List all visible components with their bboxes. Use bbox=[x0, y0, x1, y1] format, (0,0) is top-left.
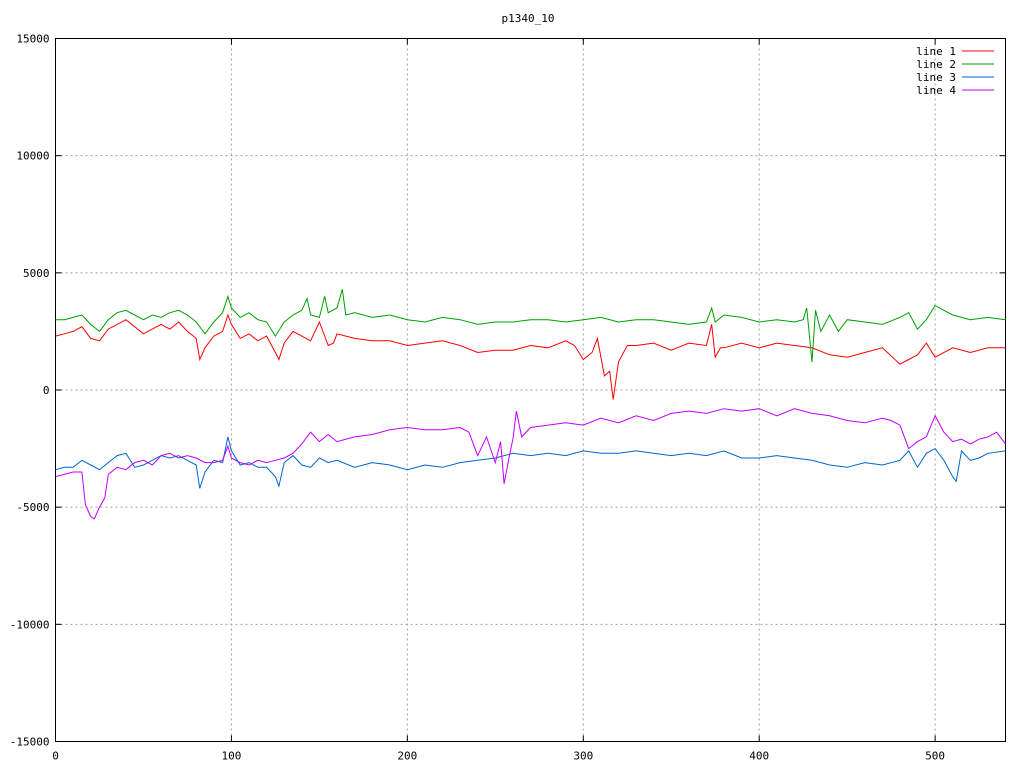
series-line-4 bbox=[55, 408, 1006, 520]
y-tick-label: 5000 bbox=[23, 267, 50, 280]
x-tick-label: 0 bbox=[52, 750, 59, 763]
series-line-3 bbox=[55, 436, 1006, 489]
legend-label-4: line 4 bbox=[916, 84, 956, 97]
series-line-1 bbox=[55, 313, 1006, 400]
x-tick-label: 500 bbox=[925, 750, 945, 763]
x-tick-label: 400 bbox=[749, 750, 769, 763]
plot-frame bbox=[55, 38, 1006, 742]
legend-label-2: line 2 bbox=[916, 58, 956, 71]
x-tick-label: 100 bbox=[221, 750, 241, 763]
x-tick-label: 200 bbox=[397, 750, 417, 763]
legend-label-3: line 3 bbox=[916, 71, 956, 84]
y-tick-label: -5000 bbox=[16, 501, 49, 514]
axes-ticks: 0 100 200 300 400 500 -15000 -10000 -5000 0 5000 10… bbox=[10, 33, 1006, 763]
y-tick-label: 0 bbox=[43, 384, 50, 397]
y-tick-label: -10000 bbox=[10, 618, 50, 631]
series-lines bbox=[55, 289, 1006, 520]
y-tick-label: 10000 bbox=[16, 150, 49, 163]
y-tick-label: -15000 bbox=[10, 736, 50, 749]
chart-title: p1340_10 bbox=[502, 12, 555, 25]
y-tick-label: 15000 bbox=[16, 33, 49, 46]
series-line-2 bbox=[55, 289, 1006, 362]
legend-label-1: line 1 bbox=[916, 45, 956, 58]
x-tick-label: 300 bbox=[573, 750, 593, 763]
grid bbox=[55, 38, 1006, 742]
